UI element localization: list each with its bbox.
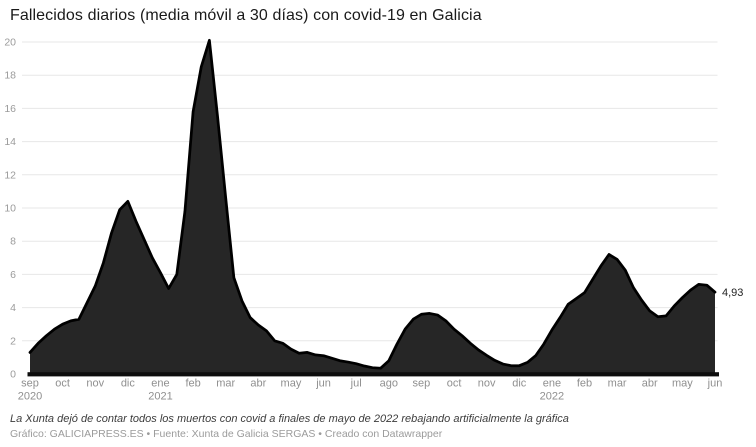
year-label: 2021	[148, 391, 172, 403]
x-tick-label: may	[281, 378, 302, 390]
year-label: 2020	[18, 391, 42, 403]
x-tick-label: dic	[512, 378, 527, 390]
x-tick-label: oct	[447, 378, 462, 390]
x-tick-label: mar	[608, 378, 627, 390]
y-tick-label: 2	[10, 335, 16, 347]
y-tick-label: 8	[10, 236, 16, 248]
x-tick-label: jul	[350, 378, 362, 390]
x-tick-label: nov	[86, 378, 104, 390]
x-tick-label: dic	[121, 378, 136, 390]
x-tick-label: sep	[21, 378, 39, 390]
y-tick-label: 10	[4, 203, 16, 215]
area-top-line	[28, 38, 717, 370]
x-axis-line	[27, 372, 719, 377]
x-tick-label: sep	[413, 378, 431, 390]
end-value-label: 4,93	[722, 287, 743, 299]
x-tick-label: nov	[478, 378, 496, 390]
x-tick-label: jun	[707, 378, 723, 390]
x-tick-label: ago	[380, 378, 398, 390]
year-label: 2022	[540, 391, 564, 403]
x-tick-label: abr	[250, 378, 266, 390]
x-tick-label: mar	[216, 378, 235, 390]
x-tick-label: ene	[543, 378, 561, 390]
x-tick-label: ene	[151, 378, 169, 390]
y-tick-label: 16	[4, 103, 16, 115]
chart-credits: Gráfico: GALICIAPRESS.ES • Fuente: Xunta…	[10, 428, 443, 440]
x-tick-label: jun	[315, 378, 331, 390]
x-tick-label: abr	[642, 378, 658, 390]
area-fill	[30, 40, 715, 375]
x-tick-label: oct	[55, 378, 70, 390]
x-tick-label: may	[672, 378, 693, 390]
x-tick-label: feb	[577, 378, 592, 390]
y-tick-label: 14	[4, 136, 16, 148]
y-tick-label: 6	[10, 269, 16, 281]
y-tick-label: 0	[10, 369, 16, 381]
page-title: Fallecidos diarios (media móvil a 30 día…	[10, 7, 482, 24]
y-tick-label: 4	[10, 302, 16, 314]
chart-note: La Xunta dejó de contar todos los muerto…	[10, 413, 569, 425]
y-tick-label: 20	[4, 37, 16, 49]
y-tick-label: 18	[4, 70, 16, 82]
y-tick-label: 12	[4, 169, 16, 181]
x-tick-label: feb	[185, 378, 200, 390]
